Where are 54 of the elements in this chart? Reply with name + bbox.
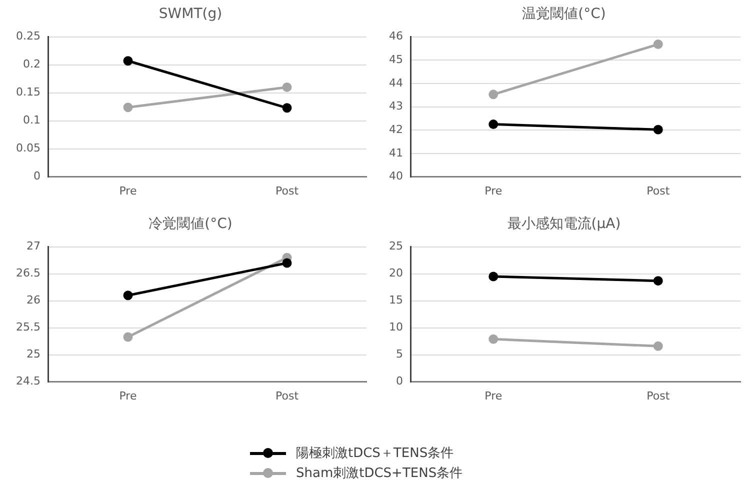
- x-tick-label: Post: [275, 389, 300, 402]
- chart-title: SWMT(g): [158, 6, 222, 22]
- x-tick-label: Pre: [484, 184, 502, 198]
- y-tick-label: 43: [388, 100, 403, 113]
- x-tick-label: Pre: [119, 389, 137, 402]
- y-tick-label: 0.05: [16, 142, 40, 155]
- y-tick-label: 20: [388, 266, 403, 280]
- y-tick-label: 27: [26, 240, 40, 253]
- y-tick-label: 46: [388, 30, 403, 43]
- chart-title: 最小感知電流(μA): [507, 216, 621, 232]
- point: [488, 272, 498, 282]
- point: [123, 332, 133, 342]
- y-tick-label: 5: [396, 348, 403, 361]
- point: [123, 56, 133, 66]
- x-tick-label: Post: [646, 389, 670, 402]
- legend-label: Sham刺激tDCS+TENS条件: [296, 465, 463, 482]
- y-tick-label: 0.25: [16, 30, 40, 43]
- y-tick-label: 41: [388, 146, 403, 160]
- y-tick-label: 26.5: [16, 266, 40, 280]
- y-tick-label: 44: [388, 76, 403, 90]
- y-tick-label: 42: [388, 122, 403, 136]
- chart-title: 温覚閾値(°C): [522, 6, 606, 22]
- point: [653, 40, 663, 50]
- point: [488, 90, 498, 100]
- y-tick-label: 45: [388, 52, 403, 66]
- point: [282, 82, 292, 92]
- y-tick-label: 24.5: [16, 374, 40, 388]
- point: [488, 334, 498, 344]
- chart-title: 冷覚閾値(°C): [148, 216, 232, 232]
- point: [123, 290, 133, 300]
- y-tick-label: 0: [396, 374, 403, 388]
- point: [282, 258, 292, 268]
- point: [282, 103, 292, 113]
- y-tick-label: 25.5: [16, 320, 40, 334]
- x-tick-label: Post: [646, 184, 670, 198]
- y-tick-label: 25: [388, 240, 403, 253]
- y-tick-label: 40: [388, 170, 403, 183]
- y-tick-label: 0.2: [22, 58, 40, 71]
- legend-label: 陽極刺激tDCS＋TENS条件: [296, 445, 454, 462]
- y-tick-label: 0.15: [16, 86, 40, 99]
- point: [653, 124, 663, 134]
- point: [123, 102, 133, 112]
- y-tick-label: 15: [388, 294, 403, 307]
- y-tick-label: 26: [26, 294, 40, 307]
- x-tick-label: Pre: [119, 184, 137, 198]
- x-tick-label: Pre: [484, 389, 502, 402]
- y-tick-label: 25: [26, 348, 40, 361]
- y-tick-label: 10: [388, 320, 403, 334]
- point: [488, 120, 498, 130]
- y-tick-label: 0: [33, 170, 40, 183]
- point: [653, 341, 663, 351]
- x-tick-label: Post: [275, 184, 300, 198]
- point: [653, 276, 663, 286]
- y-tick-label: 0.1: [22, 114, 40, 127]
